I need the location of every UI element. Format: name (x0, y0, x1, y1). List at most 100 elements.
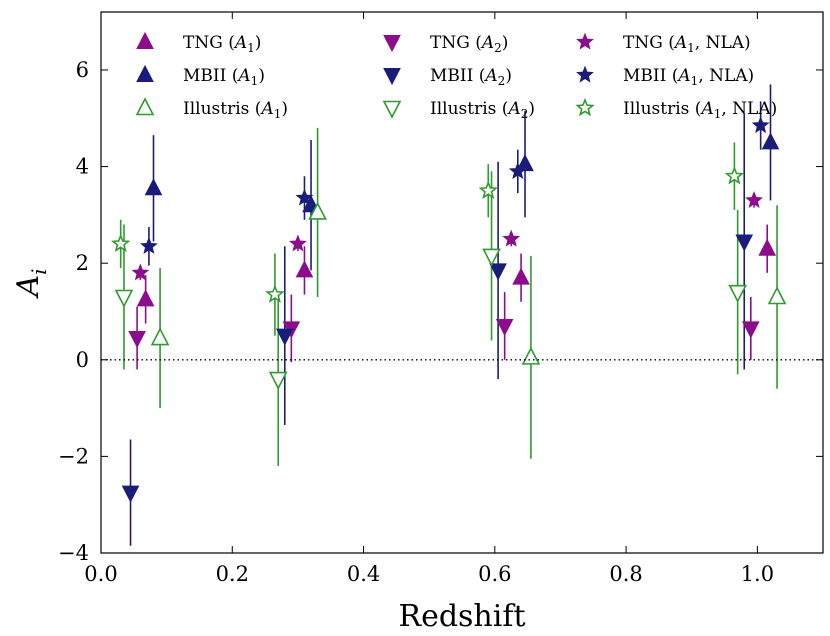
legend-label-suffix: ) (281, 99, 288, 119)
legend-label: Illustris (A1) (183, 99, 288, 121)
legend-label-param: A (699, 99, 713, 119)
data-point-triangle-down (128, 331, 146, 349)
legend-label-sub: 1 (251, 74, 259, 88)
legend-label: TNG (A1, NLA) (623, 33, 751, 55)
legend-label-sub: 1 (687, 41, 695, 55)
legend-item: TNG (A1) (136, 31, 261, 55)
legend-label-open: ( (226, 66, 238, 86)
data-point-triangle-down (489, 263, 507, 281)
data-point-triangle-down (735, 234, 754, 252)
x-tick-label: 0.0 (84, 562, 117, 586)
data-point-triangle-up (295, 260, 314, 278)
y-axis-label-base: A (11, 275, 46, 300)
legend-label-suffix: , NLA) (698, 66, 754, 86)
legend-label-sub: 1 (714, 107, 722, 121)
legend-label-name: Illustris (623, 99, 689, 119)
legend-label-open: ( (470, 33, 482, 53)
data-point-star (724, 166, 745, 185)
legend-label-param: A (483, 66, 497, 86)
legend-label-open: ( (663, 33, 675, 53)
legend-label-param: A (236, 66, 250, 86)
legend-item: Illustris (A1, NLA) (575, 97, 777, 121)
data-point-triangle-down (495, 318, 514, 337)
legend-label-param: A (233, 33, 247, 53)
x-axis-label: Redshift (398, 599, 525, 634)
data-point-triangle-up (150, 327, 170, 346)
data-point-triangle-up (144, 178, 163, 196)
legend-label-suffix: ) (258, 66, 265, 86)
legend-label-suffix: ) (502, 33, 509, 53)
legend-label-param: A (506, 99, 520, 119)
data-point-triangle-down (268, 371, 288, 390)
legend-marker-triangle-down (383, 35, 401, 53)
legend-label: Illustris (A1, NLA) (623, 99, 777, 121)
legend-label-param: A (676, 66, 690, 86)
data-point-star (478, 180, 498, 199)
legend-label-name: MBII (430, 66, 473, 86)
legend-label-name: TNG (430, 33, 470, 53)
legend-marker-triangle-up (136, 31, 154, 49)
legend-label-open: ( (666, 66, 678, 86)
x-tick-label: 0.6 (478, 562, 511, 586)
y-tick-label: 0 (76, 348, 89, 372)
legend-label: MBII (A2) (430, 66, 512, 88)
legend-label: Illustris (A2) (430, 99, 535, 121)
legend-label-param: A (673, 33, 687, 53)
legend-label-sub: 2 (498, 74, 506, 88)
legend-marker-star (576, 32, 594, 50)
data-point-triangle-up (516, 154, 534, 172)
y-tick-label: 4 (76, 155, 89, 179)
data-point-triangle-up (512, 267, 530, 285)
x-tick-label: 0.4 (347, 562, 380, 586)
data-point-triangle-up (758, 238, 777, 256)
plot-frame (100, 11, 824, 554)
legend-label-sub: 2 (494, 41, 502, 55)
x-tick-label: 0.2 (216, 562, 249, 586)
legend-marker-triangle-down (383, 68, 401, 86)
legend-label-name: MBII (183, 66, 226, 86)
legend-label-param: A (480, 33, 494, 53)
data-point-triangle-up (521, 346, 541, 365)
data-point-star (751, 116, 770, 134)
legend-label-open: ( (473, 66, 485, 86)
legend-label: MBII (A1, NLA) (623, 66, 754, 88)
x-tick-label: 1.0 (741, 562, 774, 586)
legend-label-open: ( (249, 99, 261, 119)
data-point-star (140, 236, 158, 254)
x-tick-label: 0.8 (609, 562, 642, 586)
data-point-star (502, 229, 521, 247)
data-point-triangle-down (275, 328, 294, 346)
data-point-star (745, 191, 763, 208)
legend-label-sub: 2 (521, 107, 529, 121)
y-tick-label: 2 (76, 251, 89, 275)
data-point-triangle-up (308, 201, 327, 220)
y-axis-label-sub: i (27, 268, 51, 274)
data-point-triangle-up (767, 286, 787, 305)
errorbars-layer (119, 84, 778, 546)
legend-label-open: ( (223, 33, 235, 53)
legend-marker-star (575, 97, 595, 117)
ticks-layer: 0.0 0.2 0.4 0.6 0.8 1.0 −4 −2 0 2 4 6 (58, 12, 823, 586)
legend: TNG (A1)MBII (A1)Illustris (A1)TNG (A2)M… (135, 31, 777, 121)
legend-item: MBII (A1, NLA) (576, 65, 754, 88)
legend-item: MBII (A1) (136, 64, 265, 88)
legend-label-sub: 1 (691, 74, 699, 88)
data-point-star (289, 234, 307, 252)
legend-label-sub: 1 (274, 107, 282, 121)
y-tick-label: −4 (58, 541, 89, 565)
data-point-star (508, 162, 527, 179)
legend-label-name: TNG (183, 33, 223, 53)
legend-item: TNG (A1, NLA) (576, 32, 751, 55)
legend-label: MBII (A1) (183, 66, 265, 88)
legend-label-sub: 1 (247, 41, 255, 55)
data-point-triangle-down (482, 248, 501, 267)
legend-marker-triangle-up (135, 97, 155, 116)
data-point-star (265, 284, 285, 303)
legend-label-name: Illustris (430, 99, 496, 119)
legend-label-name: MBII (623, 66, 666, 86)
data-point-star (131, 263, 150, 281)
legend-marker-triangle-down (382, 100, 402, 119)
data-point-triangle-up (136, 289, 155, 307)
